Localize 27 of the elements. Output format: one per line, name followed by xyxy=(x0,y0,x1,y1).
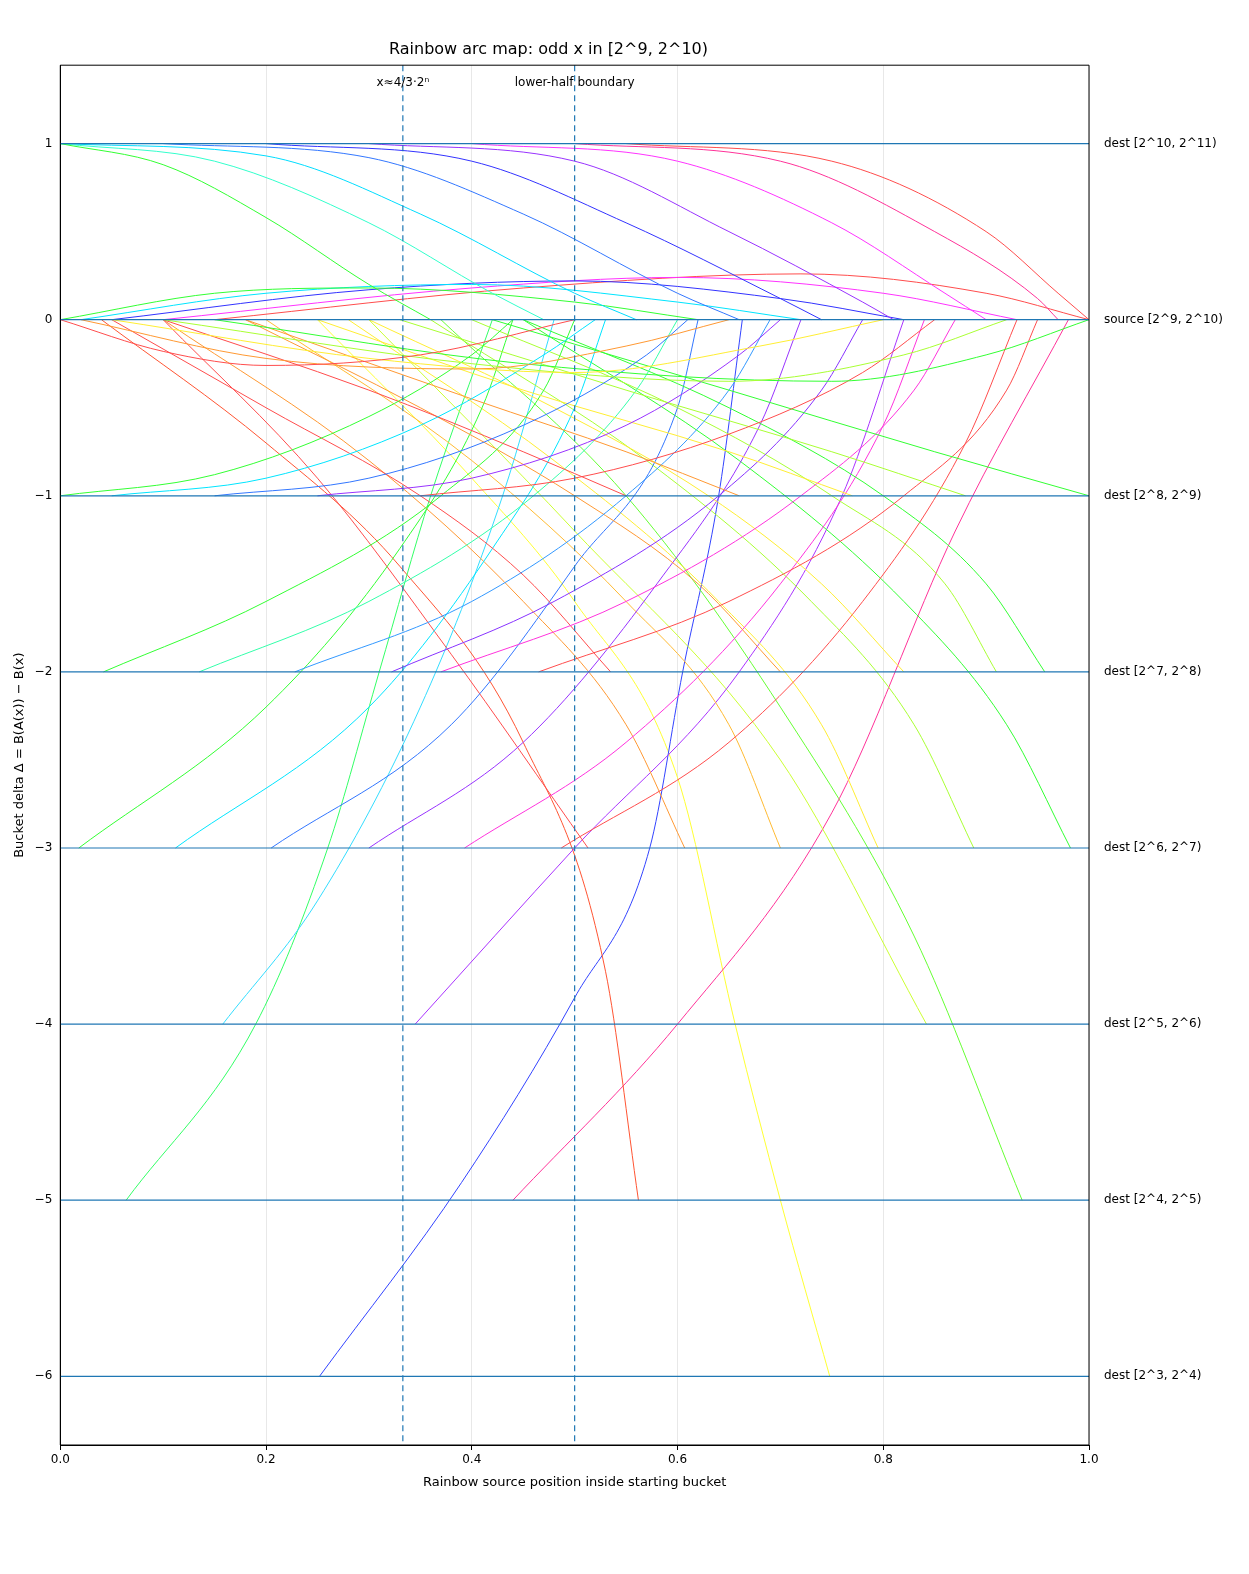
ref-line-label: dest [2^5, 2^6) xyxy=(1104,1016,1202,1031)
y-axis-title: Bucket delta Δ = B(A(x)) − B(x) xyxy=(11,652,27,858)
y-tick-label: −3 xyxy=(34,840,53,855)
ref-line-label: dest [2^4, 2^5) xyxy=(1104,1192,1202,1207)
ref-line-label: source [2^9, 2^10) xyxy=(1104,311,1223,326)
ref-line-label: dest [2^6, 2^7) xyxy=(1104,840,1202,855)
y-tick-label: −1 xyxy=(34,487,53,502)
ref-line-label: dest [2^7, 2^8) xyxy=(1104,664,1202,679)
y-tick-label: −2 xyxy=(34,664,53,679)
y-tick-label: −6 xyxy=(34,1368,53,1383)
x-tick-label: 0.0 xyxy=(50,1452,70,1467)
y-tick-label: 0 xyxy=(44,311,53,326)
ref-line-label: dest [2^3, 2^4) xyxy=(1104,1368,1202,1383)
y-tick-label: 1 xyxy=(44,135,53,150)
ref-line-label: x≈4/3·2ⁿ xyxy=(376,75,430,90)
y-tick-label: −4 xyxy=(34,1016,53,1031)
chart-title: Rainbow arc map: odd x in [2^9, 2^10) xyxy=(389,38,708,58)
x-tick-label: 0.4 xyxy=(462,1452,482,1467)
x-tick-label: 0.8 xyxy=(873,1452,893,1467)
x-axis-title: Rainbow source position inside starting bucket xyxy=(422,1473,727,1489)
ref-line-label: dest [2^10, 2^11) xyxy=(1104,135,1217,150)
x-tick-label: 0.6 xyxy=(667,1452,688,1467)
y-tick-label: −5 xyxy=(34,1192,53,1207)
x-tick-label: 1.0 xyxy=(1079,1452,1099,1467)
ref-line-label: dest [2^8, 2^9) xyxy=(1104,487,1202,502)
x-tick-label: 0.2 xyxy=(256,1452,276,1467)
ref-line-label: lower-half boundary xyxy=(514,75,635,90)
